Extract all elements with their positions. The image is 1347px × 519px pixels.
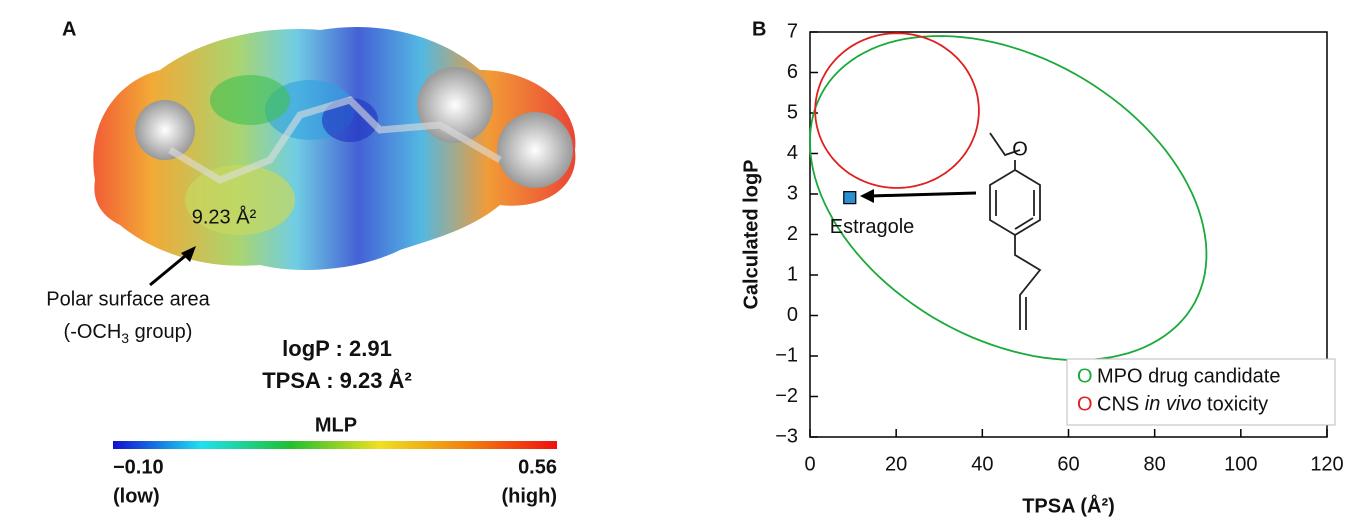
y-tick-label: 1 bbox=[787, 263, 798, 285]
legend-label: CNS in vivo toxicity bbox=[1097, 393, 1268, 415]
y-tick-label: 5 bbox=[787, 101, 798, 123]
legend-symbol: O bbox=[1077, 393, 1093, 415]
region-ellipse bbox=[815, 33, 979, 188]
y-tick-label: 0 bbox=[787, 304, 798, 326]
panel-label: B bbox=[752, 18, 766, 40]
panel-label: A bbox=[62, 18, 76, 40]
x-tick-label: 0 bbox=[804, 453, 815, 475]
y-tick-label: −1 bbox=[775, 344, 798, 366]
atom-label: O bbox=[1012, 138, 1028, 160]
x-tick-label: 100 bbox=[1224, 453, 1257, 475]
surface-annotation: 9.23 Å² bbox=[192, 205, 257, 228]
point-label: Estragole bbox=[830, 216, 915, 238]
y-tick-label: −2 bbox=[775, 385, 798, 407]
arrow-head bbox=[860, 189, 874, 203]
legend-symbol: O bbox=[1077, 365, 1093, 387]
y-tick-label: 4 bbox=[787, 142, 798, 164]
y-axis-title: Calculated logP bbox=[740, 159, 762, 309]
molecular-surface bbox=[93, 27, 575, 270]
callout: (-OCH3 group) bbox=[64, 321, 193, 345]
colorbar-min: −0.10 bbox=[113, 456, 164, 478]
colorbar-max-note: (high) bbox=[501, 485, 557, 507]
x-tick-label: 40 bbox=[971, 453, 993, 475]
legend-label: MPO drug candidate bbox=[1097, 365, 1280, 387]
colorbar-title: MLP bbox=[315, 414, 357, 436]
y-tick-label: 6 bbox=[787, 61, 798, 83]
arrow bbox=[870, 193, 976, 196]
y-tick-label: 2 bbox=[787, 223, 798, 245]
colorbar bbox=[113, 441, 557, 449]
y-tick-label: −3 bbox=[775, 425, 798, 447]
data-point bbox=[844, 192, 856, 204]
colorbar-max: 0.56 bbox=[518, 456, 557, 478]
arrow bbox=[150, 252, 190, 285]
colorbar-min-note: (low) bbox=[113, 485, 160, 507]
y-tick-label: 3 bbox=[787, 182, 798, 204]
tpsa-text: TPSA : 9.23 Å² bbox=[262, 367, 412, 393]
x-tick-label: 80 bbox=[1144, 453, 1166, 475]
y-tick-label: 7 bbox=[787, 20, 798, 42]
callout: Polar surface area bbox=[46, 288, 210, 310]
figure: A 9.23 Å² Polar surface area (-OCH3 grou… bbox=[0, 0, 1347, 519]
x-tick-label: 60 bbox=[1057, 453, 1079, 475]
x-tick-label: 20 bbox=[885, 453, 907, 475]
x-tick-label: 120 bbox=[1310, 453, 1343, 475]
x-axis-title: TPSA (Å²) bbox=[1022, 493, 1115, 517]
logp-text: logP : 2.91 bbox=[282, 336, 392, 361]
structure-sketch bbox=[990, 133, 1040, 330]
